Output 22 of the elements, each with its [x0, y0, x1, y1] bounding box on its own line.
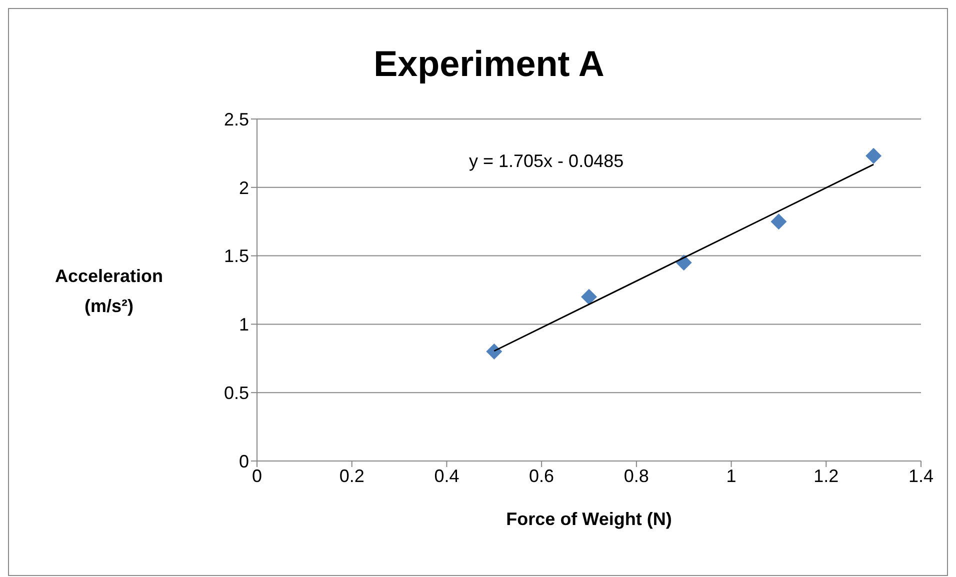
annotation: y = 1.705x - 0.0485 [469, 151, 624, 172]
x-tick-label: 1.2 [814, 466, 839, 486]
x-tick-label: 1 [726, 466, 736, 486]
y-axis-title: Acceleration (m/s²) [54, 265, 164, 318]
x-axis-title: Force of Weight (N) [506, 509, 672, 529]
point [581, 288, 597, 305]
y-tick-label: 0.5 [224, 382, 249, 403]
point [486, 344, 502, 360]
x-tick-label: 0 [252, 466, 262, 486]
x-tick-label: 0.8 [624, 466, 649, 486]
y-tick-label: 1.5 [224, 246, 249, 266]
x-tick-label: 0.4 [434, 466, 460, 486]
y-tick-label: 1 [238, 314, 249, 335]
y-tick-label: 2 [238, 178, 249, 198]
chart-title: Experiment A [372, 43, 606, 85]
x-tick-label: 0.2 [339, 466, 364, 486]
point [866, 148, 882, 164]
y-tick-label: 2.5 [224, 109, 249, 130]
point [770, 214, 787, 230]
y-tick-label: 0 [238, 451, 249, 472]
x-tick-label: 0.6 [529, 466, 554, 486]
x-tick-label: 1.4 [908, 466, 934, 486]
